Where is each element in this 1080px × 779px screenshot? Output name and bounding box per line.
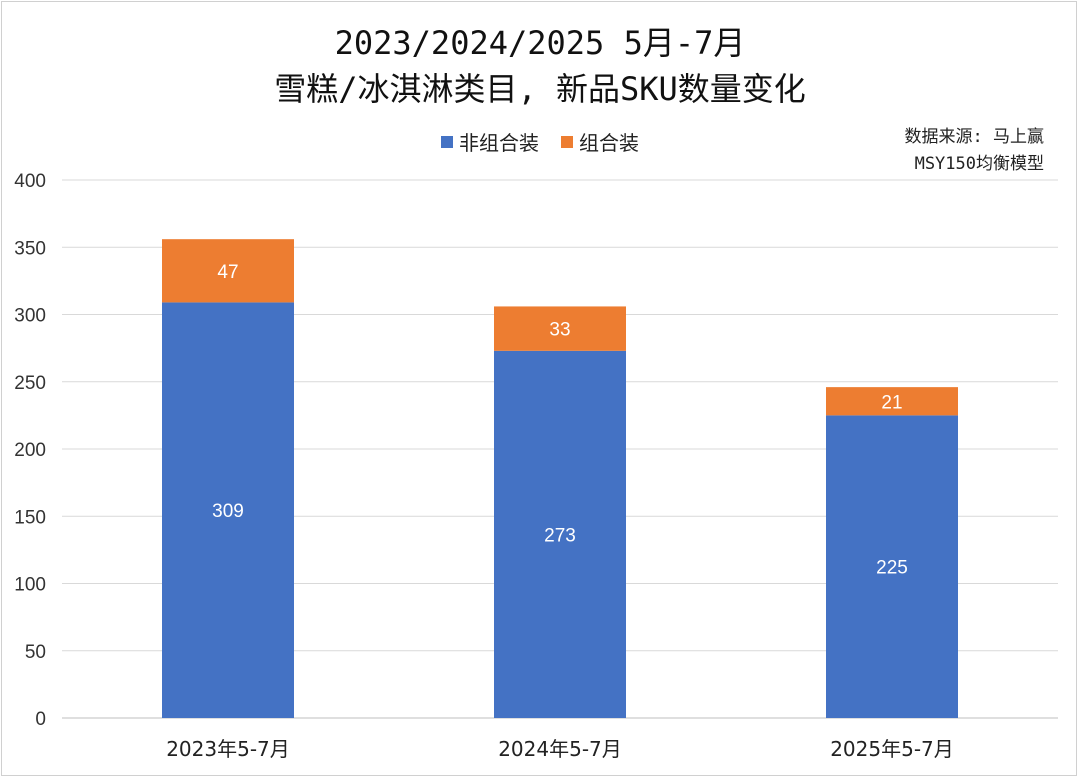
- y-tick-label: 0: [35, 709, 46, 730]
- data-label: 225: [876, 558, 908, 579]
- x-tick-label: 2025年5-7月: [830, 737, 954, 761]
- source-note-line-2: MSY150均衡模型: [914, 154, 1044, 174]
- y-tick-label: 400: [14, 171, 46, 192]
- legend-label-bundle: 组合装: [579, 131, 639, 155]
- data-label: 47: [217, 262, 238, 283]
- legend-swatch-non-bundle: [441, 135, 453, 148]
- chart-title-line-2: 雪糕/冰淇淋类目, 新品SKU数量变化: [274, 70, 806, 108]
- bar-segment-bundle: [826, 387, 958, 416]
- x-tick-label: 2023年5-7月: [166, 737, 290, 761]
- chart-title-line-1: 2023/2024/2025 5月-7月: [334, 24, 746, 62]
- y-tick-label: 250: [14, 373, 46, 394]
- y-tick-label: 350: [14, 238, 46, 259]
- bar-segment-bundle: [494, 306, 626, 351]
- legend-label-non-bundle: 非组合装: [459, 131, 539, 155]
- bar-segment-bundle: [162, 239, 294, 303]
- legend-item-non-bundle: 非组合装: [441, 127, 539, 156]
- y-tick-label: 150: [14, 507, 46, 528]
- legend: 非组合装 组合装: [0, 127, 1080, 156]
- x-tick-label: 2024年5-7月: [498, 737, 622, 761]
- data-label: 33: [549, 320, 570, 341]
- bar-segment-non-bundle: [162, 302, 294, 718]
- y-tick-label: 200: [14, 440, 46, 461]
- bar-segment-non-bundle: [494, 350, 626, 718]
- y-tick-label: 50: [25, 642, 46, 663]
- legend-swatch-bundle: [561, 135, 573, 148]
- y-tick-label: 100: [14, 575, 46, 596]
- bar-segment-non-bundle: [826, 415, 958, 718]
- data-label: 273: [544, 525, 576, 546]
- y-tick-label: 300: [14, 306, 46, 327]
- data-label: 21: [881, 392, 902, 413]
- legend-item-bundle: 组合装: [561, 127, 639, 156]
- source-note-line-1: 数据来源: 马上赢: [904, 127, 1044, 147]
- data-label: 309: [212, 501, 244, 522]
